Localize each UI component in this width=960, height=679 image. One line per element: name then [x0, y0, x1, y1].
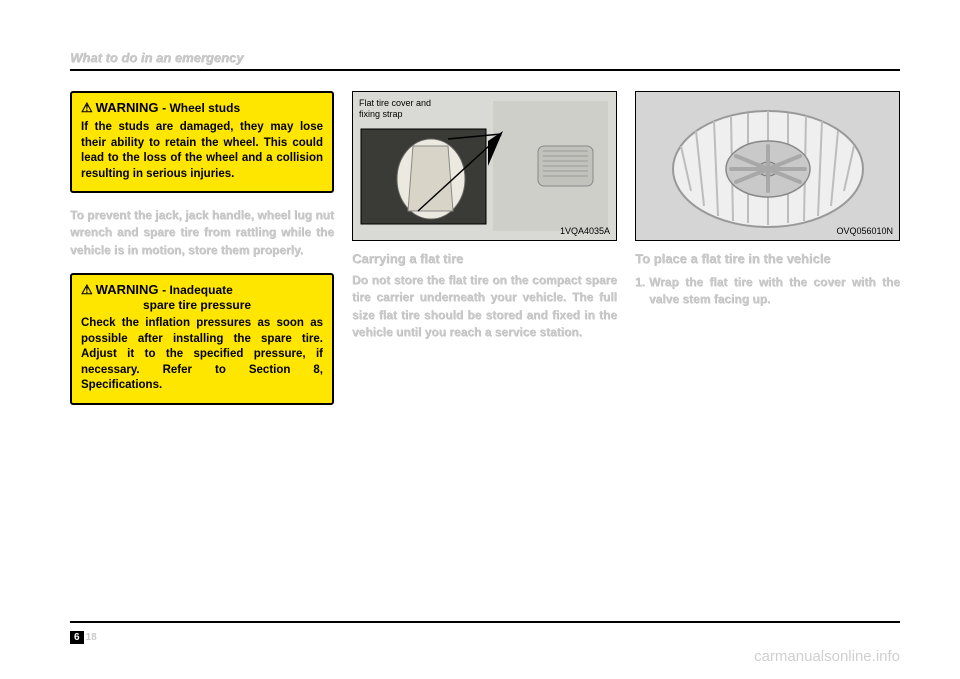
- column-2: Flat tire cover and fixing strap 1VQA403…: [352, 91, 617, 405]
- watermark: carmanualsonline.info: [754, 648, 900, 665]
- step-number: 1.: [635, 274, 645, 291]
- column-3: OVQ056010N To place a flat tire in the v…: [635, 91, 900, 405]
- warning-subtitle-line1: - Inadequate: [162, 283, 233, 297]
- figure-illustration: [636, 91, 899, 241]
- warning-heading: WARNING: [96, 100, 159, 115]
- manual-page: What to do in an emergency ⚠WARNING - Wh…: [0, 0, 960, 679]
- warning-box-wheel-studs: ⚠WARNING - Wheel studs If the studs are …: [70, 91, 334, 193]
- figure-code: 1VQA4035A: [560, 226, 610, 236]
- figure-caption: Flat tire cover and fixing strap: [359, 98, 444, 120]
- section-number: 6: [70, 631, 84, 644]
- figure-flat-tire-cover: Flat tire cover and fixing strap 1VQA403…: [352, 91, 617, 241]
- warning-icon: ⚠: [81, 282, 93, 297]
- step-text: Wrap the flat tire with the cover with t…: [649, 275, 900, 306]
- warning-subtitle: - Wheel studs: [162, 101, 240, 115]
- section-heading-carrying: Carrying a flat tire: [352, 251, 617, 266]
- steps-list: 1. Wrap the flat tire with the cover wit…: [635, 274, 900, 309]
- warning-heading: WARNING: [96, 282, 159, 297]
- top-rule: [70, 69, 900, 71]
- warning-title: ⚠WARNING - Inadequate spare tire pressur…: [81, 282, 323, 312]
- figure-code: OVQ056010N: [836, 226, 893, 236]
- footer-rule: [70, 621, 900, 623]
- carrying-body: Do not store the flat tire on the compac…: [352, 272, 617, 342]
- step-1: 1. Wrap the flat tire with the cover wit…: [635, 274, 900, 309]
- columns: ⚠WARNING - Wheel studs If the studs are …: [70, 91, 900, 405]
- page-number: 618: [70, 632, 97, 643]
- warning-box-spare-pressure: ⚠WARNING - Inadequate spare tire pressur…: [70, 273, 334, 405]
- warning-body: If the studs are damaged, they may lose …: [81, 120, 323, 182]
- warning-title: ⚠WARNING - Wheel studs: [81, 100, 323, 116]
- storage-note: To prevent the jack, jack handle, wheel …: [70, 207, 334, 259]
- column-1: ⚠WARNING - Wheel studs If the studs are …: [70, 91, 334, 405]
- section-heading-place: To place a flat tire in the vehicle: [635, 251, 900, 266]
- chapter-title: What to do in an emergency: [70, 50, 900, 65]
- page-no: 18: [86, 632, 97, 643]
- warning-body: Check the inflation pressures as soon as…: [81, 316, 323, 394]
- warning-icon: ⚠: [81, 100, 93, 115]
- warning-subtitle-line2: spare tire pressure: [143, 298, 323, 312]
- figure-tire-cover: OVQ056010N: [635, 91, 900, 241]
